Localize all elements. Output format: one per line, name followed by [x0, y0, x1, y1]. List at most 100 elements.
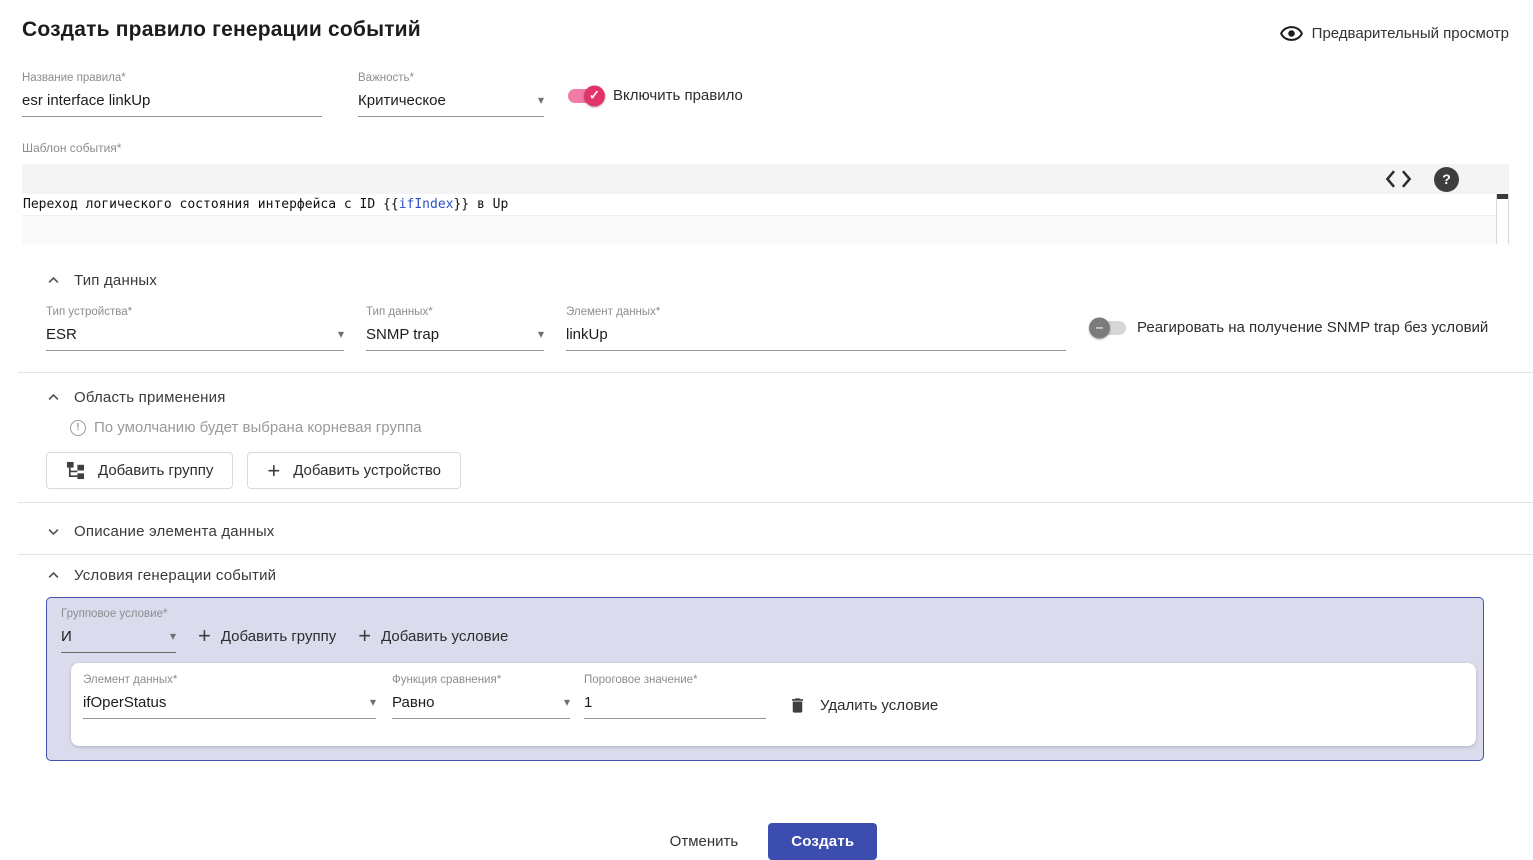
section-conditions: Условия генерации событий Групповое усло…: [22, 567, 1509, 761]
data-kind-label: Тип данных*: [366, 306, 433, 318]
template-code-line[interactable]: Переход логического состояния интерфейса…: [22, 194, 1509, 216]
page-title: Создать правило генерации событий: [22, 18, 421, 41]
group-condition-label: Групповое условие*: [61, 608, 168, 620]
create-button[interactable]: Создать: [768, 823, 878, 860]
create-rule-page: Создать правило генерации событий Предва…: [18, 14, 1533, 860]
section-conditions-header[interactable]: Условия генерации событий: [22, 567, 1509, 584]
template-label: Шаблон события*: [22, 141, 122, 155]
rule-name-field[interactable]: Название правила* esr interface linkUp: [22, 71, 322, 117]
chevron-down-icon: ▾: [537, 327, 544, 341]
info-icon: !: [70, 419, 86, 436]
section-scope-header[interactable]: Область применения: [22, 389, 1509, 406]
scope-buttons: Добавить группу + Добавить устройство: [22, 452, 1509, 489]
eye-icon: [1279, 22, 1303, 45]
section-description: Описание элемента данных: [22, 511, 1509, 554]
code-text-before: Переход логического состояния интерфейса…: [23, 197, 384, 212]
react-snmp-toggle[interactable]: − Реагировать на получение SNMP trap без…: [1089, 317, 1489, 338]
condition-card: Элемент данных* ifOperStatus ▾ Функция с…: [71, 663, 1476, 746]
chevron-down-icon: [46, 524, 61, 539]
device-type-value: ESR: [46, 325, 77, 343]
section-data-type: Тип данных Тип устройства* ESR ▾ Тип дан…: [18, 272, 1533, 373]
section-title: Условия генерации событий: [74, 567, 277, 584]
chevron-down-icon: ▾: [337, 327, 344, 341]
template-editor[interactable]: ? Переход логического состояния интерфей…: [22, 164, 1509, 244]
severity-label: Важность*: [358, 72, 414, 84]
add-device-label: Добавить устройство: [293, 462, 441, 479]
help-icon[interactable]: ?: [1434, 166, 1459, 192]
divider: [18, 372, 1533, 373]
plus-icon: +: [358, 623, 372, 648]
chevron-down-icon: ▾: [563, 695, 570, 709]
group-condition-select[interactable]: Групповое условие* И ▾: [61, 607, 176, 653]
delete-condition-button[interactable]: Удалить условие: [788, 695, 938, 716]
plus-icon: +: [267, 457, 281, 483]
condition-row: Элемент данных* ifOperStatus ▾ Функция с…: [83, 673, 1460, 719]
section-description-header[interactable]: Описание элемента данных: [22, 523, 1509, 540]
chevron-down-icon: ▾: [537, 93, 544, 107]
group-condition-value: И: [61, 627, 72, 645]
data-kind-value: SNMP trap: [366, 325, 440, 343]
section-title: Область применения: [74, 389, 226, 406]
data-element-field[interactable]: Элемент данных* linkUp: [566, 305, 1066, 351]
footer-actions: Отменить Создать: [22, 823, 1509, 860]
section-title: Описание элемента данных: [74, 523, 275, 540]
divider: [18, 502, 1533, 503]
rule-name-label: Название правила*: [22, 72, 126, 84]
chevron-up-icon: [46, 568, 61, 583]
threshold-field[interactable]: Пороговое значение* 1: [584, 673, 766, 719]
condition-element-select[interactable]: Элемент данных* ifOperStatus ▾: [83, 673, 376, 719]
chevron-down-icon: ▾: [169, 629, 176, 643]
minus-icon: −: [1089, 317, 1110, 338]
add-condition-button[interactable]: + Добавить условие: [358, 623, 508, 653]
rule-name-input[interactable]: esr interface linkUp: [22, 85, 322, 117]
threshold-label: Пороговое значение*: [584, 674, 698, 686]
scope-info-text: По умолчанию будет выбрана корневая груп…: [94, 419, 422, 436]
brace-open: {{: [383, 197, 399, 212]
topbar: Создать правило генерации событий Предва…: [22, 14, 1509, 45]
react-snmp-label: Реагировать на получение SNMP trap без у…: [1137, 319, 1489, 336]
condition-element-label: Элемент данных*: [83, 674, 178, 686]
add-condition-group-label: Добавить группу: [220, 627, 337, 645]
editor-toolbar: ?: [22, 164, 1509, 194]
toggle-switch-on[interactable]: ✓: [568, 85, 605, 106]
device-type-label: Тип устройства*: [46, 306, 133, 318]
preview-button[interactable]: Предварительный просмотр: [1279, 22, 1509, 45]
chevron-up-icon: [46, 390, 61, 405]
add-condition-group-button[interactable]: + Добавить группу: [198, 623, 337, 653]
brace-close: }}: [453, 197, 470, 212]
editor-scrollbar[interactable]: [1496, 194, 1509, 244]
device-type-select[interactable]: Тип устройства* ESR ▾: [46, 305, 344, 351]
delete-condition-label: Удалить условие: [820, 697, 939, 714]
severity-value: Критическое: [358, 91, 446, 109]
chevron-up-icon: [46, 273, 61, 288]
enable-rule-label: Включить правило: [613, 87, 743, 104]
data-element-input[interactable]: linkUp: [566, 319, 1066, 351]
severity-select[interactable]: Важность* Критическое ▾: [358, 71, 544, 117]
preview-label: Предварительный просмотр: [1311, 25, 1509, 42]
section-scope: Область применения ! По умолчанию будет …: [18, 389, 1533, 503]
add-group-button[interactable]: Добавить группу: [46, 452, 234, 489]
enable-rule-toggle[interactable]: ✓ Включить правило: [568, 85, 743, 106]
main-fields-row: Название правила* esr interface linkUp В…: [22, 71, 1509, 117]
condition-function-label: Функция сравнения*: [392, 674, 502, 686]
section-data-type-header[interactable]: Тип данных: [22, 272, 1509, 289]
plus-icon: +: [198, 623, 211, 648]
code-icon[interactable]: [1385, 169, 1412, 189]
threshold-input[interactable]: 1: [584, 687, 766, 719]
group-tree-icon: [66, 461, 85, 480]
add-device-button[interactable]: + Добавить устройство: [247, 452, 461, 489]
scrollbar-thumb[interactable]: [1497, 194, 1508, 199]
cancel-button[interactable]: Отменить: [654, 824, 755, 859]
condition-function-select[interactable]: Функция сравнения* Равно ▾: [392, 673, 570, 719]
toggle-switch-off[interactable]: −: [1089, 317, 1126, 338]
data-type-fields: Тип устройства* ESR ▾ Тип данных* SNMP t…: [22, 305, 1509, 351]
condition-group-header: Групповое условие* И ▾ + Добавить группу…: [61, 607, 1483, 653]
check-icon: ✓: [584, 85, 605, 106]
condition-group-box: Групповое условие* И ▾ + Добавить группу…: [46, 597, 1484, 761]
condition-function-value: Равно: [392, 693, 435, 711]
add-group-label: Добавить группу: [98, 462, 214, 479]
data-kind-select[interactable]: Тип данных* SNMP trap ▾: [366, 305, 544, 351]
trash-icon: [788, 695, 807, 716]
scope-info: ! По умолчанию будет выбрана корневая гр…: [22, 419, 1509, 436]
editor-body[interactable]: Переход логического состояния интерфейса…: [22, 194, 1509, 244]
